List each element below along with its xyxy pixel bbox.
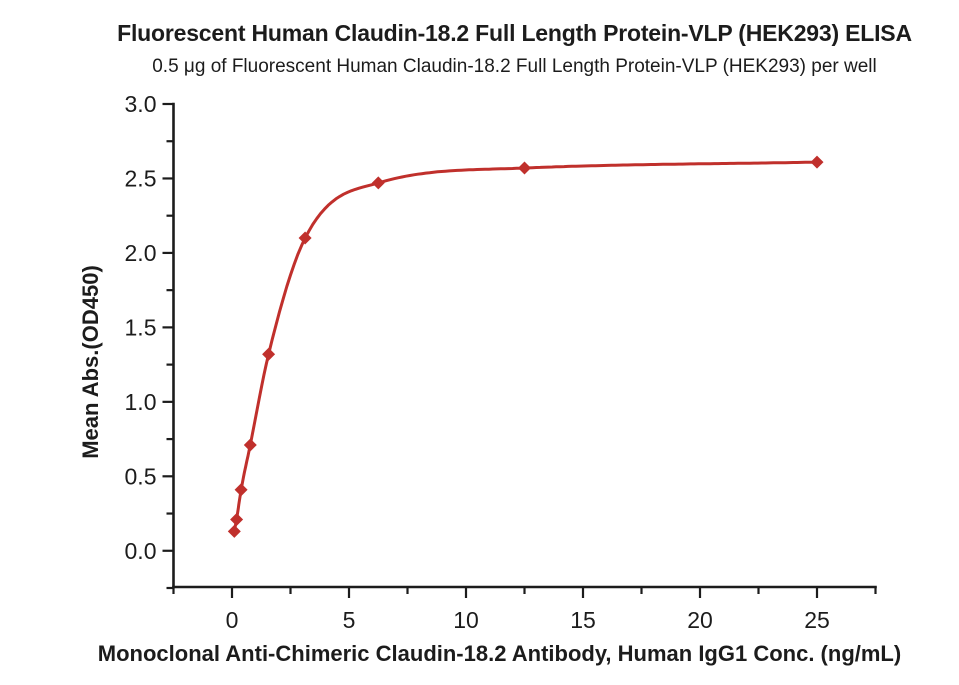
x-tick-label: 5 xyxy=(343,607,356,633)
ticks xyxy=(162,102,877,598)
data-point xyxy=(243,438,257,452)
y-tick-label: 2.0 xyxy=(125,240,157,266)
x-tick-label: 15 xyxy=(570,607,596,633)
y-tick-label: 2.5 xyxy=(125,165,157,191)
y-tick-label: 1.5 xyxy=(125,314,157,340)
x-tick-label: 25 xyxy=(804,607,830,633)
data-points xyxy=(227,155,824,538)
data-point xyxy=(518,161,531,175)
y-tick-label: 1.0 xyxy=(125,389,157,415)
chart-subtitle: 0.5 μg of Fluorescent Human Claudin-18.2… xyxy=(152,56,877,77)
x-tick-label: 20 xyxy=(687,607,713,633)
y-tick-label: 0.5 xyxy=(125,463,157,489)
data-point xyxy=(230,513,244,526)
fit-curve xyxy=(232,160,818,532)
tick-labels: 0 5 10 15 20 25 0.0 0.5 1.0 1.5 2.0 2.5 3.0 xyxy=(125,91,830,633)
x-axis-title: Monoclonal Anti-Chimeric Claudin-18.2 An… xyxy=(97,641,902,666)
x-tick-label: 0 xyxy=(226,607,239,633)
data-point xyxy=(371,176,385,190)
data-point xyxy=(810,155,824,169)
chart-title: Fluorescent Human Claudin-18.2 Full Leng… xyxy=(117,20,912,46)
y-axis-title: Mean Abs.(OD450) xyxy=(78,265,103,459)
x-tick-label: 10 xyxy=(453,607,479,633)
y-tick-label: 3.0 xyxy=(125,91,157,117)
y-tick-label: 0.0 xyxy=(125,538,157,564)
data-point xyxy=(227,524,241,538)
data-point xyxy=(262,347,276,361)
data-point xyxy=(234,483,248,497)
data-point xyxy=(298,231,312,245)
axes xyxy=(172,102,877,589)
